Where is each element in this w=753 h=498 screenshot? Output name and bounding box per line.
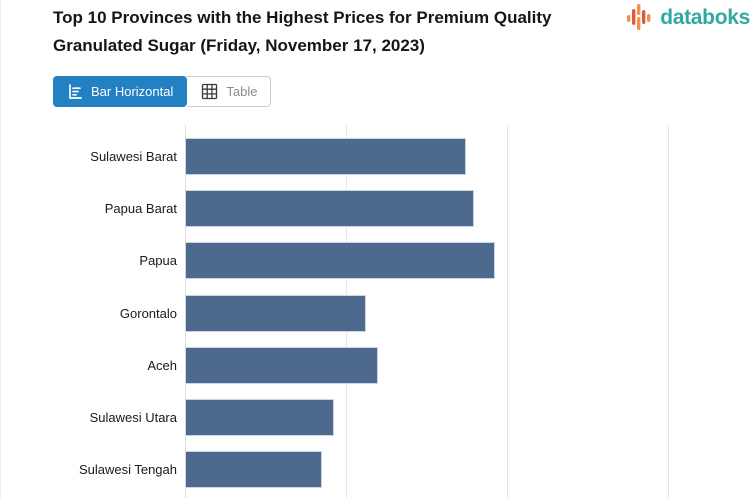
bar-row: Sulawesi Barat — [1, 138, 753, 175]
view-toggle: Bar Horizontal Table — [53, 76, 272, 107]
x-gridline — [507, 125, 508, 498]
databoks-logo-text: databoks — [660, 6, 750, 29]
bar-row: Sulawesi Tengah — [1, 451, 753, 489]
bar[interactable] — [185, 294, 366, 332]
category-label: Gorontalo — [119, 305, 177, 321]
chart-title-line1: Top 10 Provinces with the Highest Prices… — [53, 8, 552, 27]
table-icon — [200, 82, 219, 101]
bar-row: Gorontalo — [1, 294, 753, 332]
table-button[interactable]: Table — [187, 76, 272, 107]
category-label: Aceh — [147, 357, 177, 373]
bar-row: Papua — [1, 242, 753, 280]
chart-title-line2: Granulated Sugar (Friday, November 17, 2… — [53, 36, 425, 55]
chart-title: Top 10 Provinces with the Highest Prices… — [53, 4, 628, 60]
category-label: Sulawesi Barat — [90, 149, 177, 164]
category-label: Sulawesi Utara — [89, 410, 177, 425]
bar-row: Sulawesi Utara — [1, 399, 753, 436]
x-gridline — [668, 125, 669, 498]
table-label: Table — [226, 84, 258, 99]
databoks-logo[interactable]: databoks — [627, 4, 750, 32]
category-label: Sulawesi Tengah — [78, 462, 177, 478]
category-label: Papua Barat — [104, 201, 177, 217]
bar[interactable] — [185, 242, 495, 280]
bar[interactable] — [185, 138, 466, 175]
bar-row: Papua Barat — [1, 190, 753, 228]
category-label: Papua — [139, 253, 177, 269]
bar[interactable] — [185, 190, 474, 228]
bar[interactable] — [185, 451, 322, 489]
bar-row: Aceh — [1, 346, 753, 384]
bar-horizontal-button[interactable]: Bar Horizontal — [53, 76, 188, 107]
bar[interactable] — [185, 399, 334, 436]
bar[interactable] — [185, 346, 378, 384]
bar-horizontal-label: Bar Horizontal — [91, 84, 174, 99]
databoks-logo-icon — [627, 4, 657, 32]
bar-chart-plot-area: Sulawesi Barat Papua Barat Papua Goronta… — [1, 125, 753, 498]
bar-horizontal-icon — [67, 83, 84, 100]
